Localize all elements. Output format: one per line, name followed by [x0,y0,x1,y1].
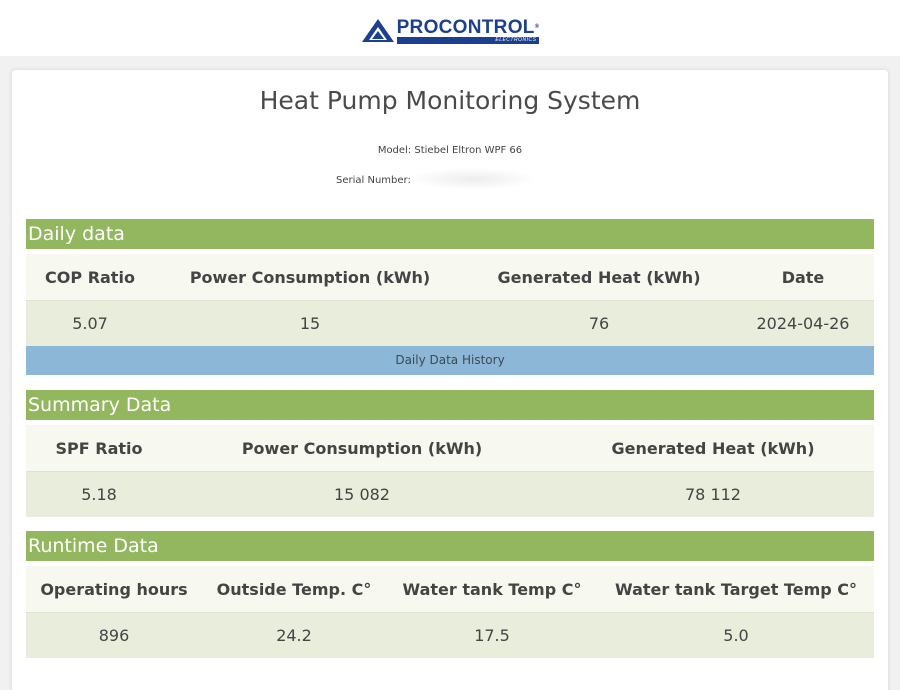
column-header: Date [781,267,825,287]
model-label: Model: Stiebel Eltron WPF 66 [377,145,523,156]
column-header: Water tank Target Temp C° [614,579,858,599]
daily-data-history-button[interactable]: Daily Data History [26,346,874,375]
column-header: Generated Heat (kWh) [497,267,701,287]
logo-triangle-icon [361,19,394,42]
serial-number-redacted [408,168,538,190]
column-header: Power Consumption (kWh) [189,267,431,287]
logo-registered-mark: ® [534,24,540,30]
top-bar: PROCONTROL® ELECTRONICS [0,0,900,56]
column-header: Outside Temp. C° [216,579,372,599]
daily-table-header-row: COP Ratio Power Consumption (kWh) Genera… [26,254,874,300]
page-title: Heat Pump Monitoring System [259,86,641,115]
daily-data-header: Daily data [26,219,874,249]
daily-data-section: Daily data COP Ratio Power Consumption (… [26,219,874,375]
column-header: Operating hours [40,579,188,599]
daily-table-row: 5.07 15 76 2024-04-26 [26,300,874,346]
water-tank-target-temp-value: 5.0 [723,626,749,645]
column-header: Water tank Temp C° [402,579,582,599]
runtime-table-header-row: Operating hours Outside Temp. C° Water t… [26,566,874,612]
procontrol-logo[interactable]: PROCONTROL® ELECTRONICS [361,18,540,44]
summary-data-section: Summary Data SPF Ratio Power Consumption… [26,390,874,517]
power-consumption-value: 15 [299,314,321,333]
generated-heat-value: 78 112 [685,485,741,504]
date-value: 2024-04-26 [756,314,850,333]
logo-name: PROCONTROL [396,17,535,38]
outside-temp-value: 24.2 [276,626,312,645]
serial-number-label: Serial Number: [336,175,411,186]
column-header: Generated Heat (kWh) [611,438,815,458]
column-header: SPF Ratio [55,438,143,458]
operating-hours-value: 896 [98,626,130,645]
summary-table-row: 5.18 15 082 78 112 [26,471,874,517]
column-header: Power Consumption (kWh) [241,438,483,458]
logo-subtitle: ELECTRONICS [396,37,540,44]
runtime-data-header: Runtime Data [26,531,874,561]
column-header: COP Ratio [45,267,135,287]
power-consumption-value: 15 082 [334,485,390,504]
runtime-data-section: Runtime Data Operating hours Outside Tem… [26,531,874,658]
spf-ratio-value: 5.18 [81,485,117,504]
summary-data-header: Summary Data [26,390,874,420]
summary-table-header-row: SPF Ratio Power Consumption (kWh) Genera… [26,425,874,471]
water-tank-temp-value: 17.5 [474,626,510,645]
generated-heat-value: 76 [588,314,610,333]
runtime-table-row: 896 24.2 17.5 5.0 [26,612,874,658]
cop-ratio-value: 5.07 [72,314,108,333]
